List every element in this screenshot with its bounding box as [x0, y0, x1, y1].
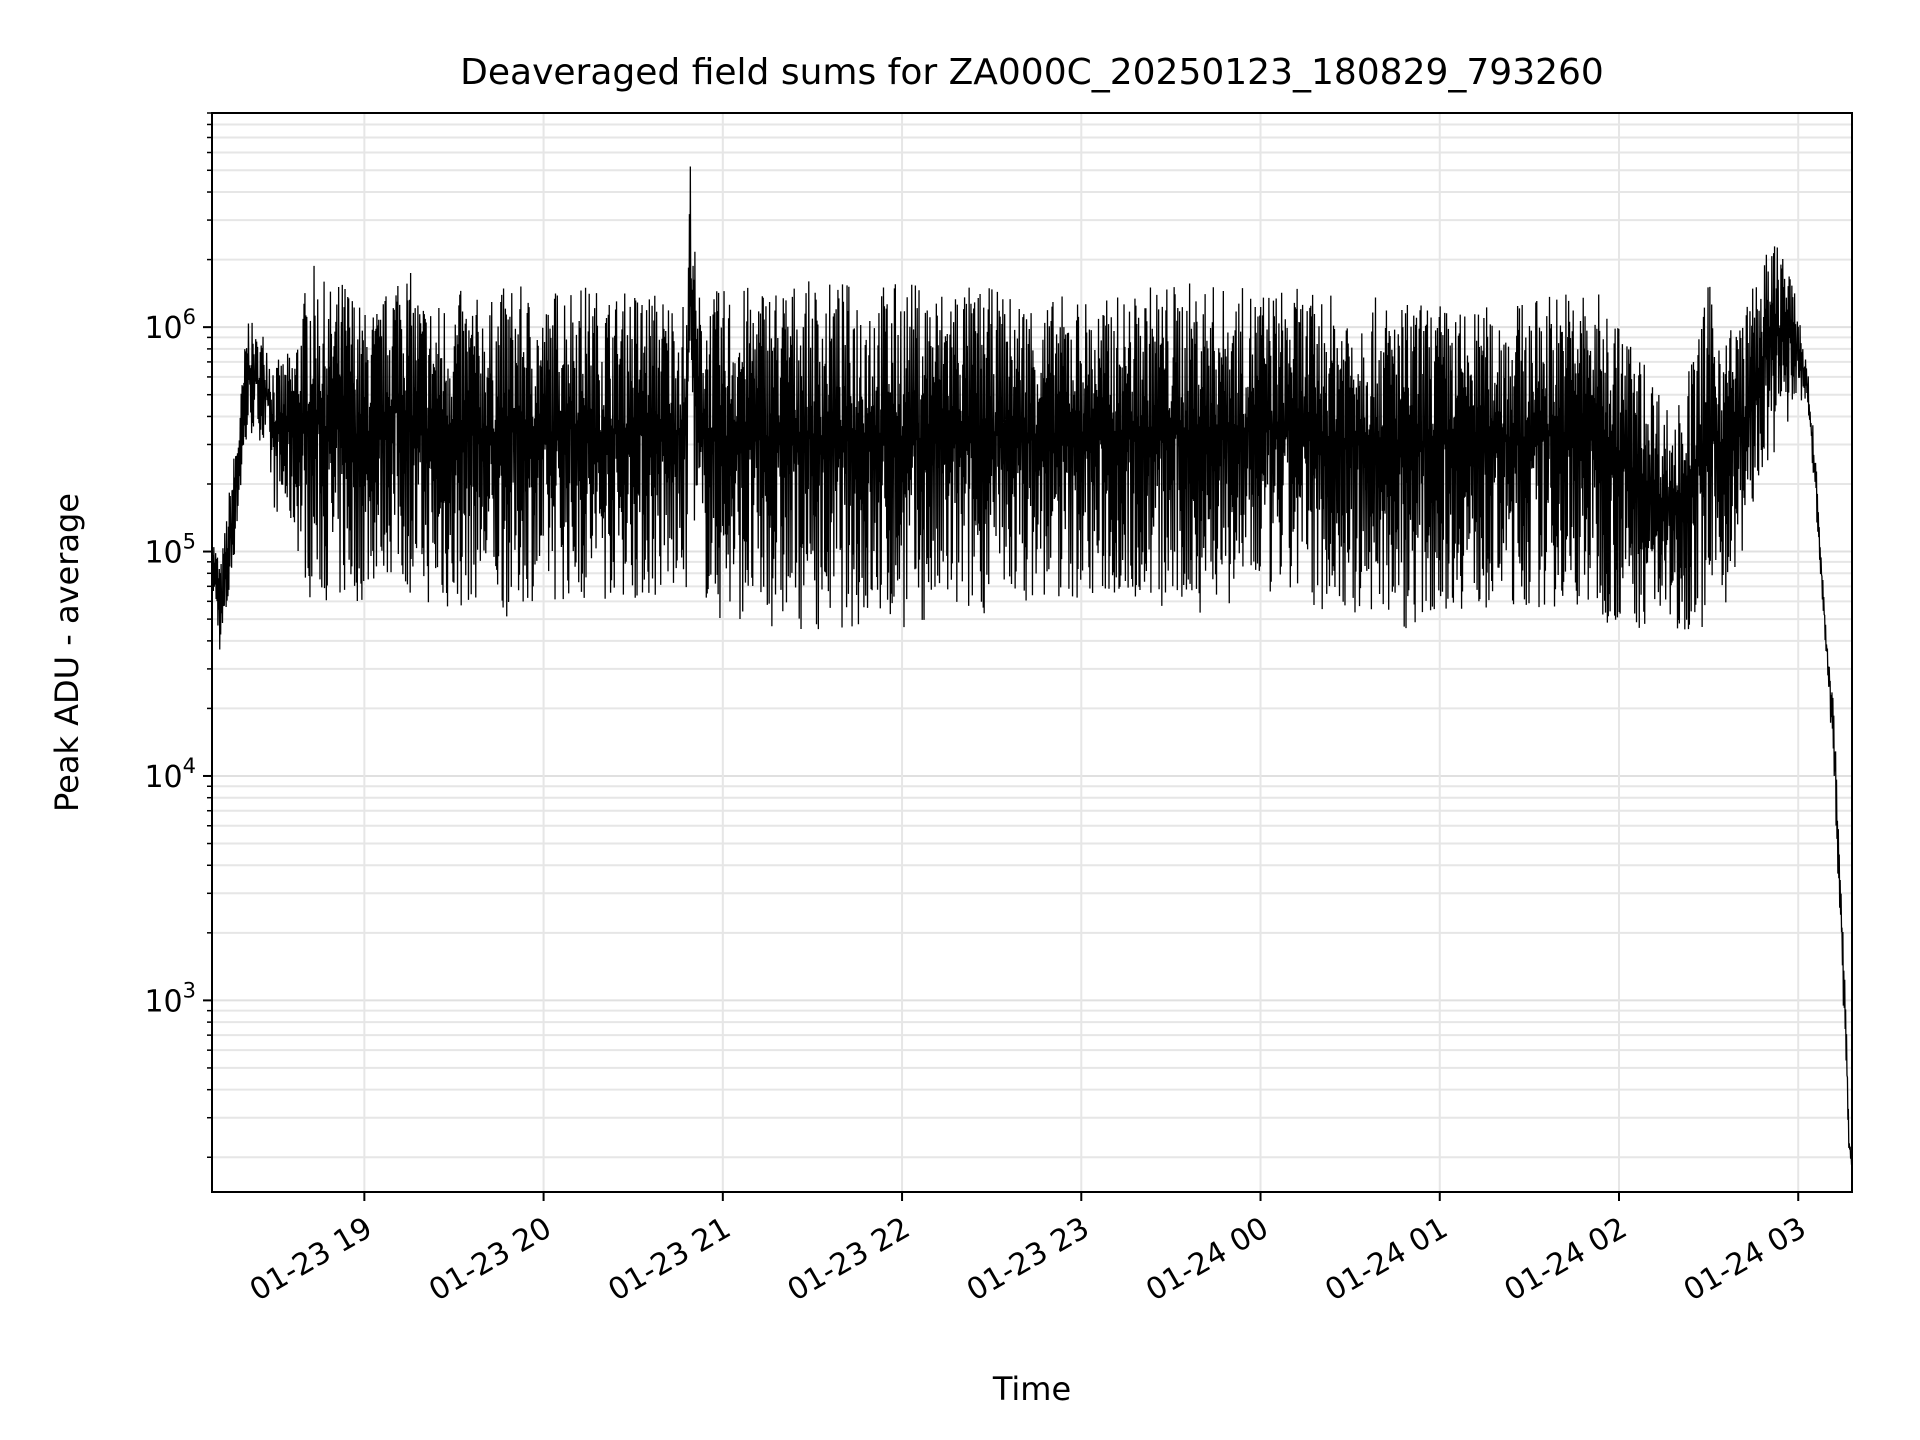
x-axis-label: Time [992, 1370, 1071, 1408]
grid-lines [212, 112, 1852, 1192]
x-tick-label: 01-23 21 [603, 1211, 737, 1309]
y-tick-label: 106 [144, 305, 196, 346]
x-tick-label: 01-24 03 [1678, 1211, 1812, 1309]
x-tick-label: 01-23 19 [244, 1211, 378, 1309]
series-layer [211, 166, 1853, 1165]
axis-ticks: 103 104 105 106 01-23 19 01-23 20 01-23 21 01-2… [144, 112, 1812, 1309]
x-tick-label: 01-23 23 [961, 1211, 1095, 1309]
x-tick-label: 01-23 20 [423, 1211, 557, 1309]
series-line [211, 166, 1853, 1165]
chart-title: Deaveraged field sums for ZA000C_2025012… [460, 52, 1604, 93]
y-tick-label: 104 [144, 754, 196, 795]
y-tick-label: 105 [144, 530, 196, 571]
x-tick-label: 01-23 22 [782, 1211, 916, 1309]
y-tick-label: 103 [144, 978, 196, 1019]
x-tick-label: 01-24 01 [1319, 1211, 1453, 1309]
x-tick-label: 01-24 00 [1140, 1211, 1274, 1309]
y-axis-label: Peak ADU - average [48, 493, 86, 812]
x-tick-label: 01-24 02 [1499, 1211, 1633, 1309]
plot-area-frame [211, 112, 1853, 1193]
